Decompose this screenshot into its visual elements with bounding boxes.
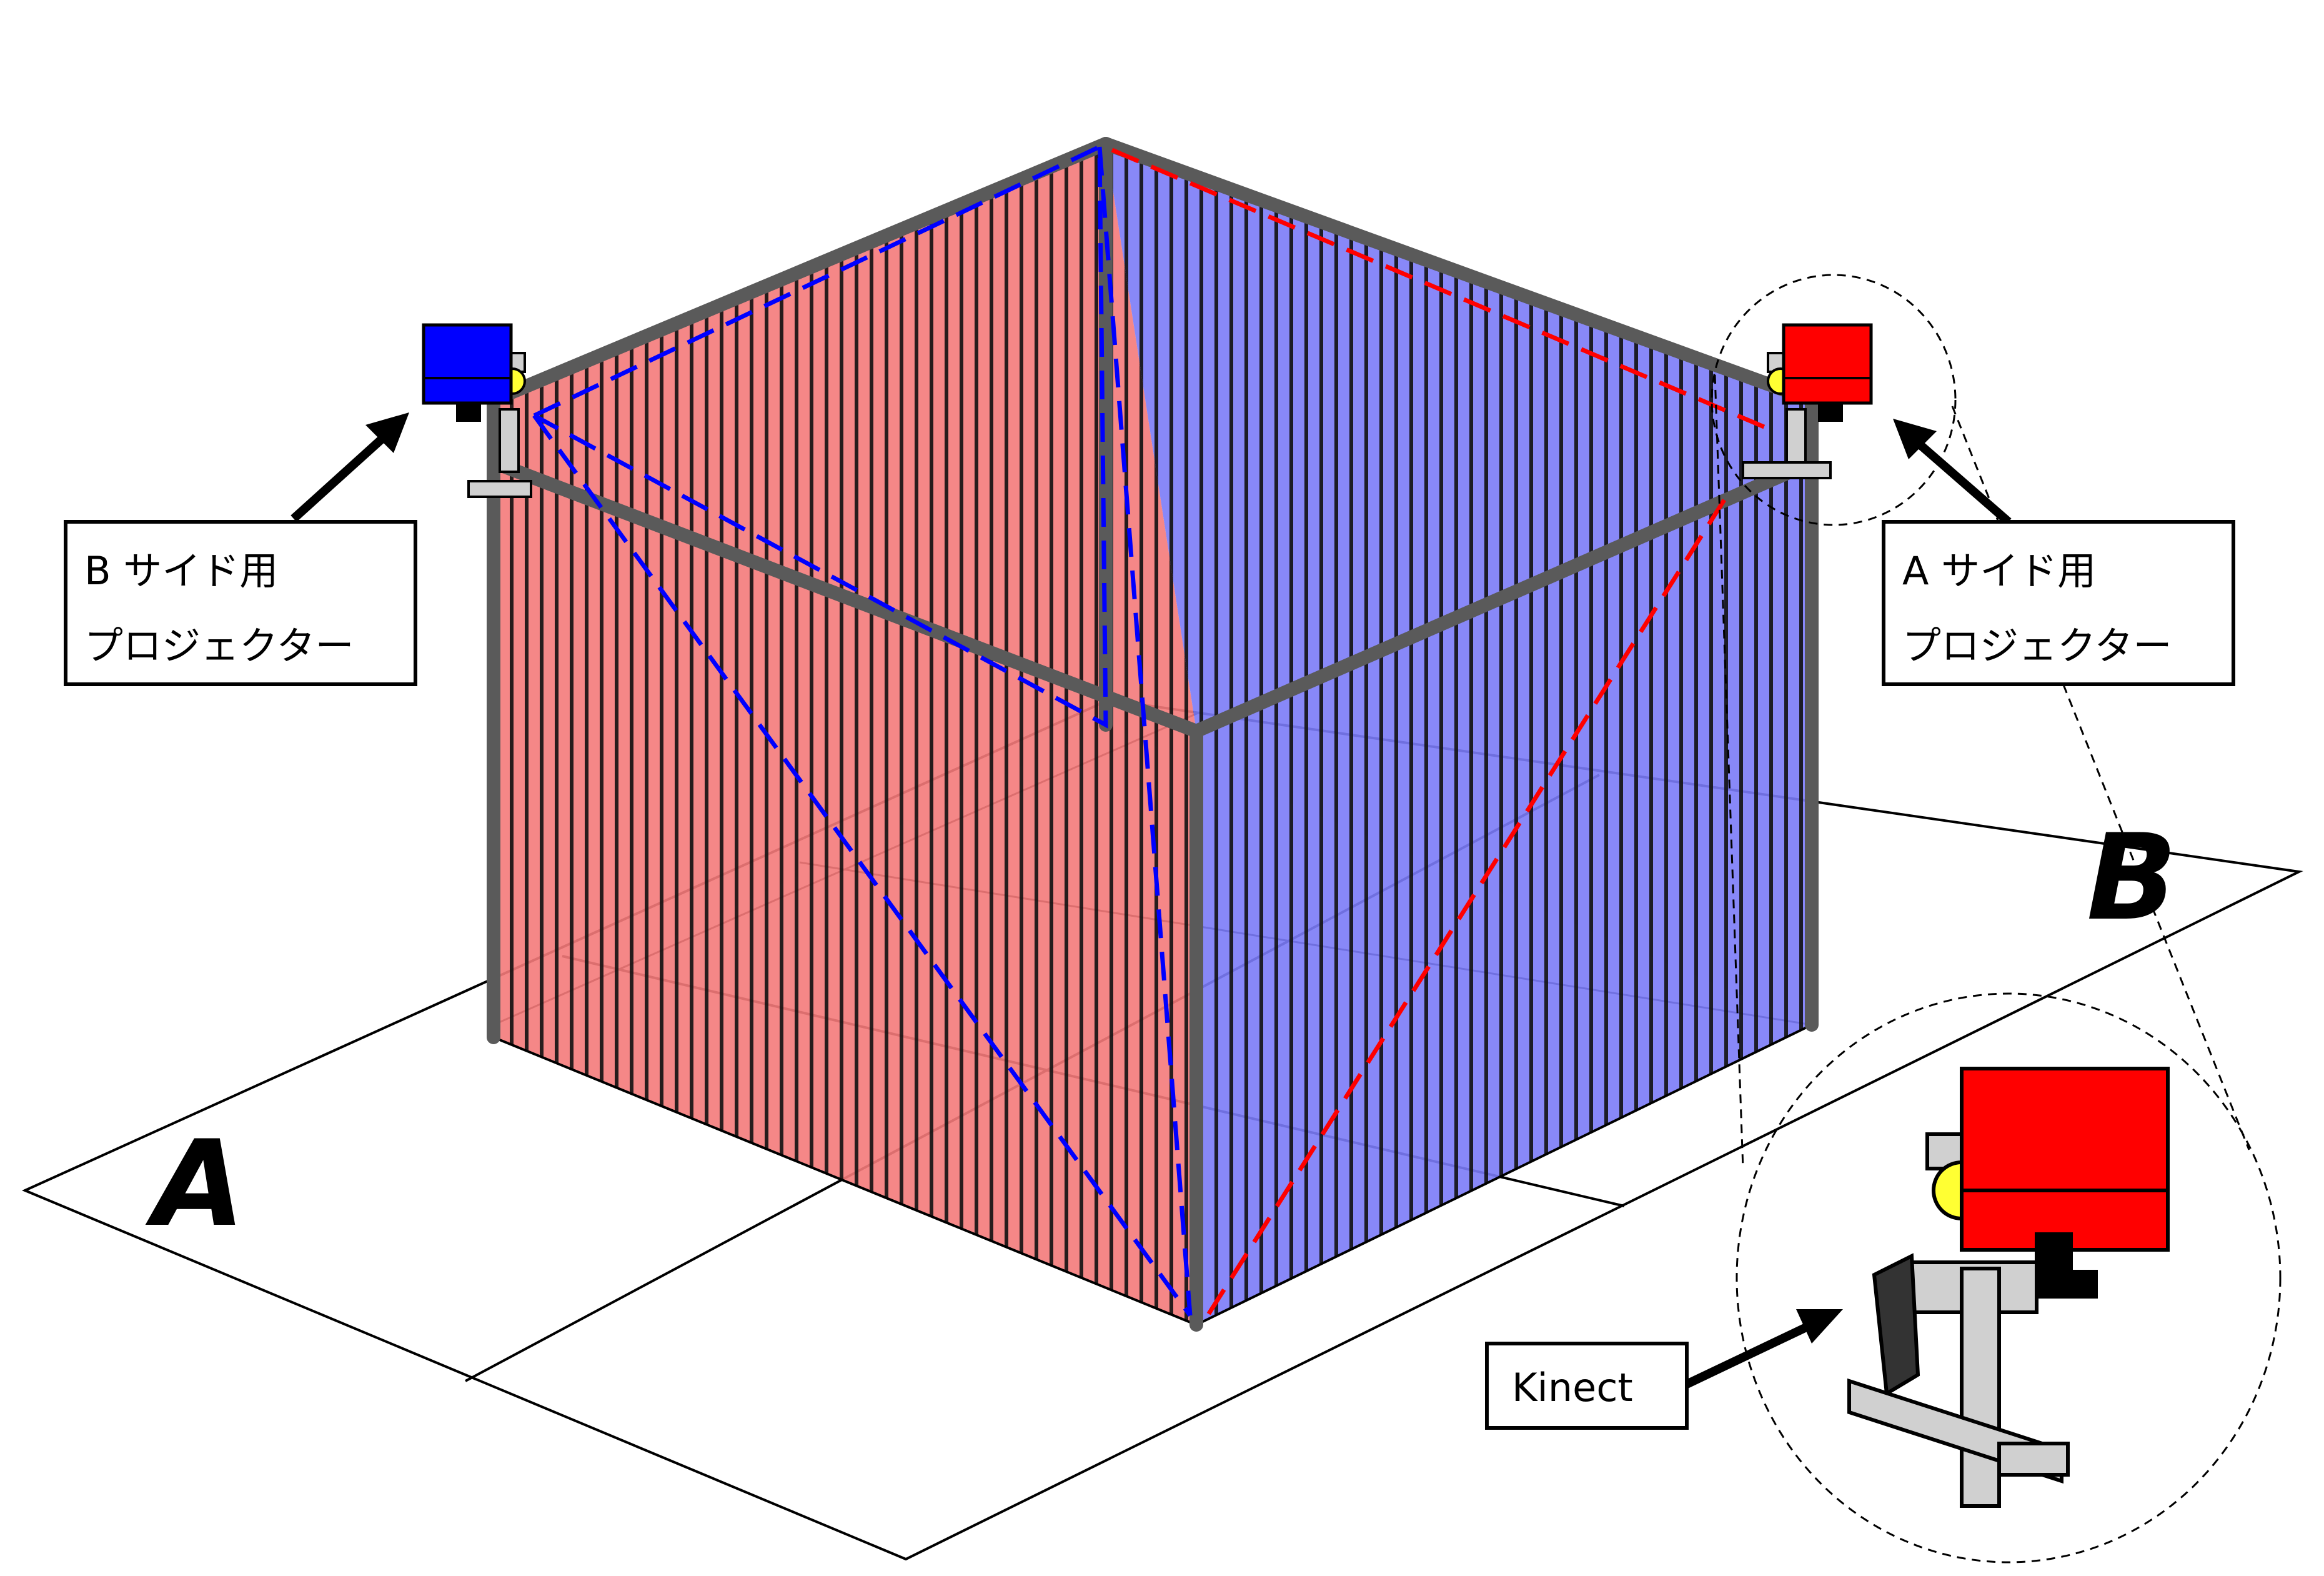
label-projector-a-line2: プロジェクター [1902, 623, 2172, 669]
label-projector-b-line2: プロジェクター [84, 623, 354, 669]
arrow-head-icon [1796, 1309, 1843, 1344]
zone-b-label: B [2087, 809, 2177, 947]
projector-a [1742, 323, 1873, 479]
projection-lines-b [532, 143, 1193, 1317]
arrow-head-icon [365, 412, 409, 453]
screen-a-side [494, 144, 1196, 1325]
zone-a-label: A [145, 1115, 245, 1253]
kinect-detail [1847, 1067, 2170, 1508]
projection-lines-a [1111, 147, 1775, 1320]
label-projector-a-line1: A サイド用 [1902, 548, 2096, 594]
label-projector-b: B サイド用 プロジェクター [64, 520, 417, 686]
frame [487, 137, 1819, 1332]
projector-b [422, 323, 532, 498]
zoom-callout [1711, 274, 2282, 1564]
arrows [290, 412, 2012, 1389]
label-kinect: Kinect [1485, 1342, 1689, 1430]
front-floor-edges [493, 1024, 1812, 1326]
label-projector-b-line1: B サイド用 [84, 548, 278, 594]
arrow-head-icon [1893, 419, 1937, 459]
label-projector-a: A サイド用 プロジェクター [1882, 520, 2235, 686]
screen-b-side [1106, 144, 1812, 1325]
label-kinect-text: Kinect [1512, 1365, 1633, 1410]
